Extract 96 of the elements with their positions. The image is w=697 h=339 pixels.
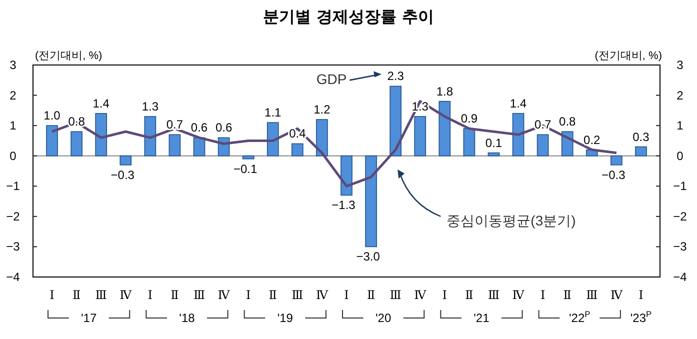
text: −0.3 — [110, 168, 134, 182]
bar — [488, 152, 500, 156]
text: '21 — [474, 311, 490, 325]
y-tick-label: −4 — [6, 270, 20, 284]
text: 1.8 — [436, 84, 454, 98]
bar — [438, 100, 451, 156]
chart-title: 분기별 경제성장률 추이 — [262, 7, 434, 26]
bar — [242, 155, 254, 160]
y2-tick-label: −4 — [673, 270, 688, 284]
y2-axis-title: (전기대비, %) — [594, 50, 662, 62]
text: GDP — [316, 71, 347, 88]
bar — [316, 119, 328, 156]
bar — [390, 86, 402, 156]
text: '20 — [375, 311, 392, 325]
x-tick-label: Ⅳ — [316, 288, 329, 302]
text: −0.3 — [602, 168, 626, 182]
x-tick-label: Ⅱ — [465, 288, 474, 302]
y2-tick-label: 2 — [676, 88, 684, 102]
bar — [512, 113, 524, 156]
x-tick-label: Ⅳ — [414, 288, 428, 302]
x-tick-label: Ⅰ — [344, 288, 350, 302]
bar — [635, 146, 647, 156]
y2-tick-label: −2 — [673, 209, 688, 224]
x-tick-label: Ⅱ — [170, 288, 179, 302]
bar — [46, 125, 58, 156]
bar — [536, 134, 549, 156]
bar — [120, 155, 132, 166]
x-tick-label: Ⅲ — [488, 288, 500, 302]
bar — [340, 155, 352, 196]
y-tick-label: −1 — [6, 179, 20, 194]
bar — [292, 143, 304, 156]
text: 0.9 — [460, 112, 478, 126]
text: 0.2 — [584, 132, 600, 147]
x-tick-label: Ⅰ — [148, 288, 153, 302]
text: '18 — [179, 311, 196, 325]
y2-tick-label: 3 — [676, 58, 684, 72]
x-tick-label: Ⅲ — [390, 288, 402, 302]
x-tick-label: Ⅰ — [50, 288, 55, 302]
text: 1.4 — [510, 96, 527, 110]
bar — [414, 116, 426, 156]
x-tick-label: Ⅲ — [292, 288, 304, 302]
bar — [95, 113, 108, 156]
y-tick-label: −3 — [6, 240, 20, 254]
y2-tick-label: 0 — [676, 148, 684, 163]
bar — [168, 134, 181, 156]
text: 1.2 — [314, 102, 330, 117]
text: '22$^{P}$ — [569, 309, 591, 325]
y-tick-label: 1 — [10, 118, 17, 133]
text: −1.3 — [332, 198, 356, 212]
bar — [193, 137, 206, 156]
x-tick-label: Ⅲ — [95, 288, 107, 302]
y-tick-label: 3 — [10, 58, 17, 72]
text: 0.8 — [559, 114, 576, 129]
y2-tick-label: −3 — [673, 240, 688, 254]
bar — [365, 155, 377, 248]
text: 2.3 — [387, 69, 404, 84]
text: '23$^{P}$ — [630, 309, 652, 325]
x-tick-label: Ⅱ — [268, 288, 277, 302]
y-tick-label: 0 — [10, 148, 17, 163]
y-tick-label: 2 — [10, 88, 17, 102]
text: 중심이동평균(3분기) — [446, 212, 576, 229]
x-tick-label: Ⅳ — [512, 288, 526, 302]
y2-tick-label: −1 — [673, 179, 688, 194]
bar — [463, 128, 476, 156]
y-axis-title: (전기대비, %) — [35, 50, 102, 62]
text: 0.7 — [166, 118, 184, 132]
bar — [266, 122, 279, 156]
text: −3.0 — [356, 250, 380, 264]
x-tick-label: Ⅱ — [563, 288, 572, 302]
bar — [610, 155, 622, 166]
x-tick-label: Ⅳ — [610, 288, 624, 302]
text: 1.4 — [92, 96, 110, 110]
bar — [70, 131, 82, 156]
x-tick-label: Ⅰ — [246, 288, 251, 302]
bar — [144, 116, 156, 156]
x-tick-label: Ⅱ — [72, 288, 81, 302]
text: −0.1 — [233, 162, 258, 176]
x-tick-label: Ⅱ — [366, 288, 376, 302]
y-tick-label: −2 — [6, 209, 20, 224]
y2-tick-label: 1 — [676, 118, 684, 133]
text: 0.6 — [190, 120, 208, 135]
text: '17 — [81, 311, 97, 325]
x-tick-label: Ⅰ — [638, 288, 644, 302]
x-tick-label: Ⅰ — [540, 288, 546, 302]
text: 1.0 — [44, 108, 60, 123]
text: 0.1 — [485, 136, 502, 150]
x-tick-label: Ⅳ — [120, 288, 133, 302]
text: 0.3 — [632, 130, 650, 144]
x-tick-label: Ⅰ — [442, 288, 448, 302]
x-tick-label: Ⅲ — [193, 288, 206, 302]
text: '19 — [277, 311, 294, 325]
x-tick-label: Ⅲ — [586, 288, 598, 302]
text: 1.1 — [264, 106, 282, 120]
text: 1.3 — [142, 99, 159, 114]
x-tick-label: Ⅳ — [218, 288, 231, 302]
text: 0.6 — [215, 120, 232, 135]
